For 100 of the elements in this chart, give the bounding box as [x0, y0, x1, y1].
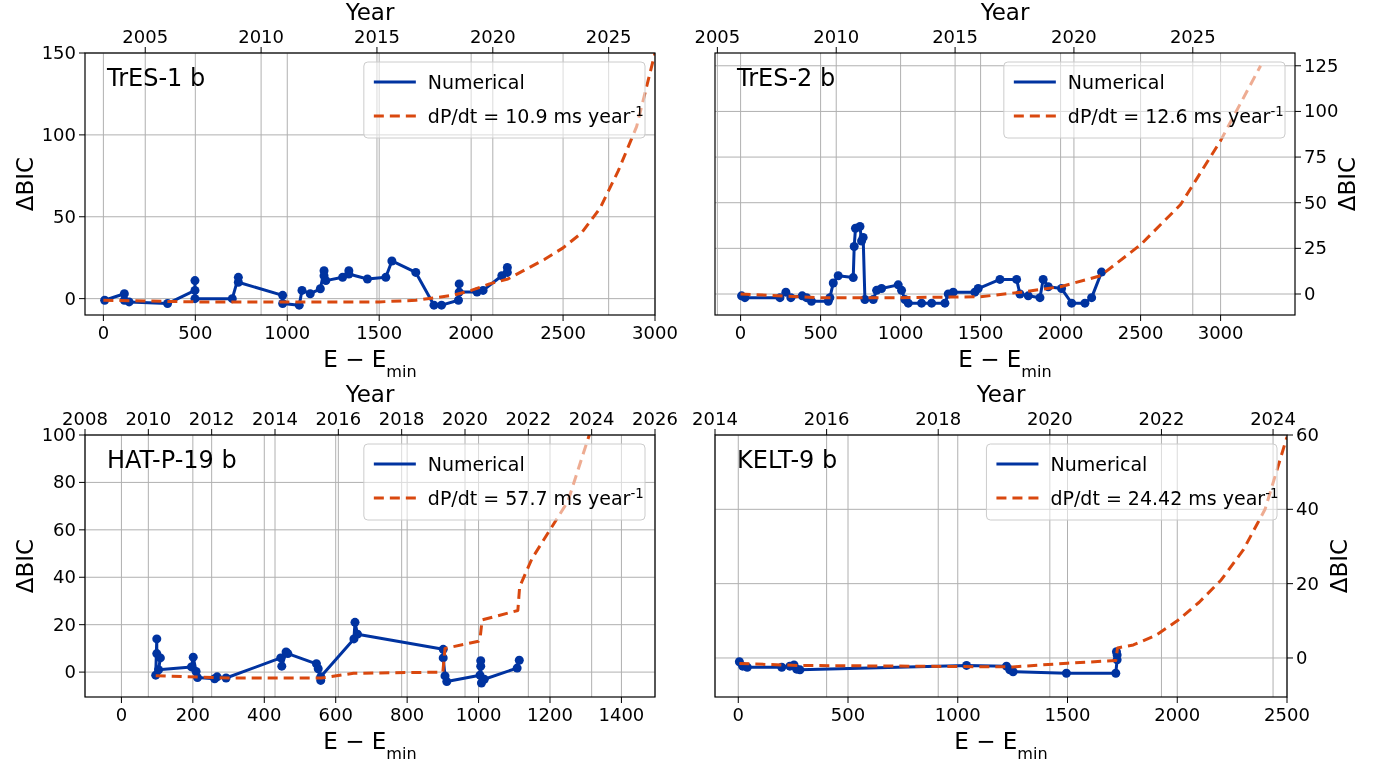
x2-tick-label: 2020 [442, 408, 488, 429]
x-tick-label: 2500 [540, 322, 586, 343]
y-tick-label: 40 [53, 566, 76, 588]
point [453, 295, 463, 305]
x2-tick-label: 2024 [568, 408, 615, 429]
x-tick-label: 1000 [877, 322, 924, 343]
x-tick-label: 0 [732, 704, 744, 725]
y2-tick-label: 100 [1304, 100, 1339, 122]
y2-tick-label: 25 [1304, 237, 1327, 259]
point [849, 242, 859, 252]
x2-tick-label: 2015 [932, 26, 978, 47]
legend-label: dP/dt = 57.7 ms year$^{-1}$ [427, 485, 644, 509]
y2-axis-title: ΔBIC [1334, 156, 1360, 212]
point [1038, 274, 1048, 284]
point [190, 294, 200, 304]
x2-tick-label: 2022 [505, 408, 552, 429]
x2-tick-label: 2010 [125, 408, 172, 429]
x2-tick-label: 2005 [694, 26, 741, 47]
x2-tick-label: 2015 [354, 26, 400, 47]
point [478, 285, 488, 295]
x2-tick-label: 2018 [915, 408, 962, 429]
x2-tick-label: 2016 [315, 408, 362, 429]
point [188, 652, 198, 662]
legend-label: Numerical [1050, 453, 1148, 475]
y2-tick-label: 60 [1296, 424, 1319, 445]
point [877, 284, 887, 294]
y-axis-title: ΔBIC [12, 538, 38, 594]
point [903, 298, 913, 308]
point [927, 298, 937, 308]
y-tick-label: 50 [53, 205, 76, 227]
y-tick-label: 60 [53, 518, 76, 540]
x2-tick-label: 2014 [252, 408, 298, 429]
x2-tick-label: 2012 [188, 408, 235, 429]
x2-tick-label: 2014 [692, 408, 738, 429]
point [1087, 293, 1097, 303]
point [995, 274, 1005, 284]
point [313, 664, 323, 674]
y-tick-label: 80 [53, 471, 76, 493]
y-tick-label: 100 [41, 123, 76, 145]
x-tick-label: 600 [318, 704, 353, 725]
y2-tick-label: 0 [1304, 283, 1316, 304]
point [855, 221, 865, 231]
y2-tick-label: 20 [1296, 572, 1319, 594]
x-tick-label: 1000 [264, 322, 311, 343]
point [514, 655, 524, 665]
point [276, 653, 286, 663]
x-tick-label: 1500 [356, 322, 403, 343]
x-tick-label: 2000 [1037, 322, 1084, 343]
y-tick-label: 0 [64, 661, 76, 683]
x-tick-label: 1200 [527, 704, 573, 725]
point [833, 271, 843, 281]
legend-label: Numerical [427, 71, 525, 93]
x2-tick-label: 2018 [378, 408, 425, 429]
point [190, 285, 200, 295]
x-tick-label: 2000 [448, 322, 495, 343]
point [154, 665, 164, 675]
x-tick-label: 3000 [1197, 322, 1244, 343]
point [381, 272, 391, 282]
point [315, 284, 325, 294]
x2-tick-label: 2024 [1250, 408, 1296, 429]
x-axis-title: E − E$_{min}$ [323, 728, 417, 760]
y2-tick-label: 125 [1304, 54, 1339, 76]
x-tick-label: 1400 [598, 704, 645, 725]
x-tick-label: 1000 [934, 704, 981, 725]
x-tick-label: 1000 [455, 704, 502, 725]
x2-tick-label: 2010 [238, 26, 284, 47]
legend-label: dP/dt = 24.42 ms year$^{-1}$ [1050, 485, 1279, 509]
legend-label: Numerical [1067, 71, 1165, 93]
x2-tick-label: 2016 [803, 408, 850, 429]
point [1012, 274, 1022, 284]
legend-label: Numerical [427, 453, 525, 475]
point [387, 256, 397, 266]
y2-axis-title: ΔBIC [1326, 538, 1352, 594]
x2-axis-title: Year [344, 0, 395, 25]
x2-tick-label: 2025 [1169, 26, 1216, 47]
point [190, 276, 200, 286]
x-tick-label: 3000 [632, 322, 678, 343]
text: KELT-9 b [737, 446, 838, 474]
x-tick-label: 1500 [957, 322, 1004, 343]
point [1080, 298, 1090, 308]
point [278, 290, 288, 300]
x-tick-label: 500 [830, 704, 866, 725]
y-tick-label: 0 [64, 287, 76, 309]
point [848, 273, 858, 283]
x-tick-label: 500 [178, 322, 213, 343]
x-tick-label: 0 [97, 322, 110, 343]
x2-tick-label: 2020 [469, 26, 516, 47]
y-tick-label: 20 [53, 613, 76, 635]
point [362, 274, 372, 284]
point [321, 276, 331, 286]
point [512, 663, 522, 673]
point [897, 285, 907, 295]
text: HAT-P-19 b [107, 446, 237, 474]
x-tick-label: 500 [803, 322, 838, 343]
point [305, 289, 315, 299]
x2-axis-title: Year [344, 381, 395, 407]
x-tick-label: 1500 [1044, 704, 1091, 725]
y2-tick-label: 40 [1296, 498, 1319, 520]
x-axis-title: E − E$_{min}$ [323, 346, 417, 381]
x2-axis-title: Year [975, 381, 1026, 407]
